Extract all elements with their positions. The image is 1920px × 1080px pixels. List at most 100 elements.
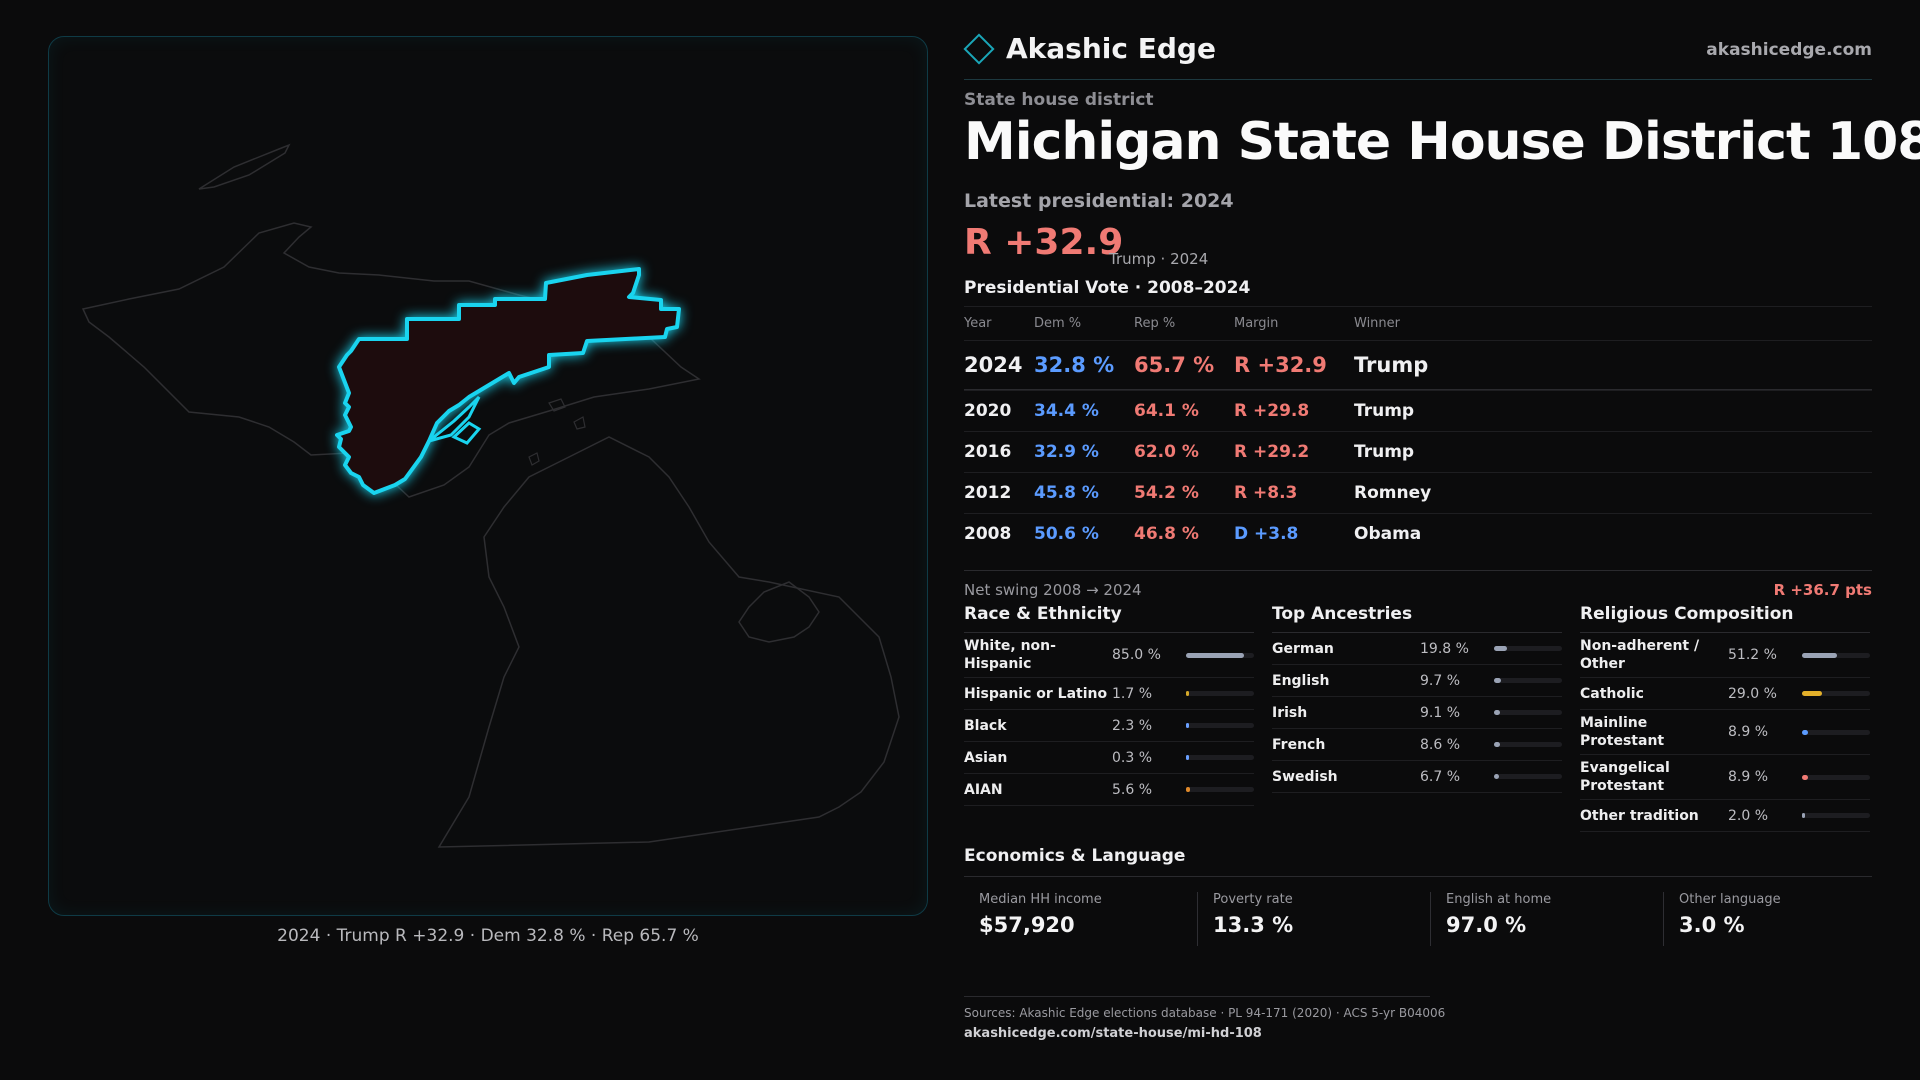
cell-winner: Obama: [1354, 524, 1422, 544]
cell-margin: R +29.2: [1234, 442, 1310, 462]
cell-dem: 32.8 %: [1034, 353, 1115, 377]
stat-bar-fill: [1494, 646, 1507, 651]
stat-value: 0.3 %: [1112, 749, 1153, 766]
stat-bar: [1494, 678, 1562, 683]
stat-bar-fill: [1186, 755, 1189, 760]
district-kind: State house district: [964, 90, 1154, 110]
brand[interactable]: Akashic Edge: [963, 32, 1216, 65]
stat-value: 5.6 %: [1112, 781, 1153, 798]
brand-logo-icon: [963, 32, 995, 65]
stat-bar: [1494, 742, 1562, 747]
religion-section: Religious Composition Non-adherent / Oth…: [1580, 604, 1870, 832]
brand-name: Akashic Edge: [1006, 32, 1216, 65]
stat-label: Other tradition: [1580, 807, 1699, 824]
stat-row: Other tradition 2.0 %: [1580, 800, 1870, 832]
stat-value: 2.0 %: [1728, 807, 1769, 824]
latest-presidential-label: Latest presidential: 2024: [964, 190, 1234, 212]
stat-row: French 8.6 %: [1272, 729, 1562, 761]
stat-row: Catholic 29.0 %: [1580, 678, 1870, 710]
headline-margin: R +32.9: [964, 222, 1124, 263]
net-swing-row: Net swing 2008 → 2024 R +36.7 pts: [964, 570, 1872, 599]
stat-label: Black: [964, 717, 1007, 734]
column-header-rep: Rep %: [1134, 316, 1176, 331]
stat-bar: [1802, 691, 1870, 696]
stat-row: Asian 0.3 %: [964, 742, 1254, 774]
table-row: 2008 50.6 % 46.8 % D +3.8 Obama: [964, 513, 1872, 554]
stat-value: 8.6 %: [1420, 736, 1461, 753]
stat-bar: [1494, 710, 1562, 715]
district-island: [451, 421, 482, 445]
net-swing-value: R +36.7 pts: [1773, 581, 1872, 599]
sources-note: Sources: Akashic Edge elections database…: [964, 1006, 1446, 1020]
cell-margin: R +8.3: [1234, 483, 1298, 503]
stat-row: Hispanic or Latino 1.7 %: [964, 678, 1254, 710]
stat-row: Black 2.3 %: [964, 710, 1254, 742]
cell-rep: 46.8 %: [1134, 524, 1199, 544]
stat-value: 9.7 %: [1420, 672, 1461, 689]
isle-royale-outline: [198, 143, 291, 190]
stat-label: Non-adherent / Other: [1580, 638, 1700, 672]
cell-rep: 64.1 %: [1134, 401, 1199, 421]
stat-value: 9.1 %: [1420, 704, 1461, 721]
stat-bar: [1186, 755, 1254, 760]
stat-label: AIAN: [964, 781, 1003, 798]
stat-label: Median HH income: [979, 892, 1102, 907]
page-title: Michigan State House District 108: [964, 112, 1920, 172]
stat-bar: [1802, 813, 1870, 818]
district-inlet: [428, 395, 481, 443]
island-outline: [548, 398, 566, 412]
stat-bar: [1494, 646, 1562, 651]
net-swing-label: Net swing 2008 → 2024: [964, 581, 1142, 599]
stat-label: Asian: [964, 749, 1008, 766]
stat-value: 3.0 %: [1679, 913, 1745, 937]
island-outline: [573, 416, 586, 430]
section-divider: [1580, 632, 1870, 633]
site-url-link[interactable]: akashicedge.com: [1706, 40, 1872, 60]
economics-stat: Median HH income $57,920: [964, 892, 1174, 946]
district-url-link[interactable]: akashicedge.com/state-house/mi-hd-108: [964, 1026, 1262, 1041]
stat-value: 13.3 %: [1213, 913, 1294, 937]
cell-winner: Trump: [1354, 353, 1429, 377]
stat-label: White, non-Hispanic: [964, 638, 1056, 672]
table-row: 2012 45.8 % 54.2 % R +8.3 Romney: [964, 472, 1872, 513]
table-header-row: Year Dem % Rep % Margin Winner: [964, 306, 1872, 340]
stat-value: 1.7 %: [1112, 685, 1153, 702]
stat-value: 6.7 %: [1420, 768, 1461, 785]
cell-margin: R +32.9: [1234, 353, 1327, 377]
cell-year: 2024: [964, 353, 1023, 377]
details-panel: Akashic Edge akashicedge.com State house…: [963, 0, 1920, 1080]
stat-value: 19.8 %: [1420, 640, 1469, 657]
stat-value: 8.9 %: [1728, 724, 1769, 740]
table-row: 2016 32.9 % 62.0 % R +29.2 Trump: [964, 431, 1872, 472]
cell-rep: 62.0 %: [1134, 442, 1199, 462]
stat-label: English: [1272, 672, 1330, 689]
stat-bar: [1802, 652, 1870, 658]
economics-stat: Poverty rate 13.3 %: [1197, 892, 1407, 946]
district-map[interactable]: [49, 37, 929, 917]
footer-divider: [964, 996, 1430, 997]
stat-label: Hispanic or Latino: [964, 685, 1108, 702]
stat-bar-fill: [1494, 710, 1500, 715]
cell-year: 2012: [964, 483, 1012, 503]
table-row: 2020 34.4 % 64.1 % R +29.8 Trump: [964, 390, 1872, 431]
column-header-year: Year: [964, 316, 992, 331]
header-divider: [964, 79, 1872, 80]
map-panel[interactable]: [48, 36, 928, 916]
stat-bar-fill: [1802, 813, 1805, 818]
cell-rep: 65.7 %: [1134, 353, 1215, 377]
presidential-vote-title: Presidential Vote · 2008–2024: [964, 278, 1251, 298]
stat-label: Mainline Protestant: [1580, 715, 1665, 749]
economics-stat: Other language 3.0 %: [1663, 892, 1873, 946]
stat-bar: [1802, 729, 1870, 735]
stat-value: 2.3 %: [1112, 717, 1153, 734]
section-divider: [964, 876, 1872, 877]
stat-bar-fill: [1802, 652, 1837, 658]
stat-label: Poverty rate: [1213, 892, 1293, 907]
stat-label: French: [1272, 736, 1326, 753]
stat-value: 97.0 %: [1446, 913, 1527, 937]
stat-label: Other language: [1679, 892, 1781, 907]
district-108-shape[interactable]: [335, 267, 681, 495]
stat-bar-fill: [1802, 729, 1808, 735]
stat-value: 29.0 %: [1728, 685, 1777, 702]
stat-bar-fill: [1186, 652, 1244, 658]
